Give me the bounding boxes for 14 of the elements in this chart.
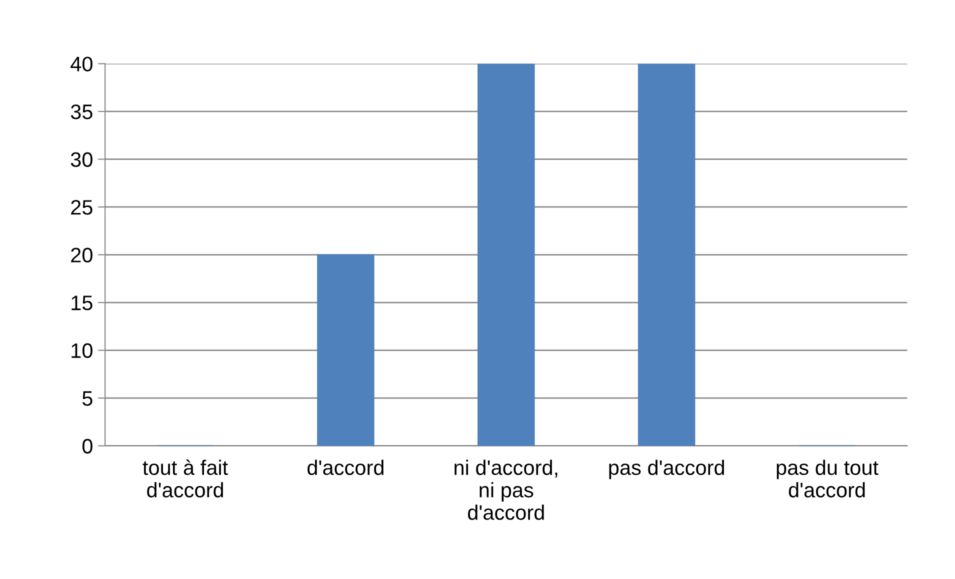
x-tick-label: d'accord [308,460,384,476]
y-tick-label: 5 [82,391,92,406]
y-tick-label: 40 [70,56,92,72]
x-tick-label: tout à fait d'accord [142,459,228,498]
x-tick-label: pas d'accord [609,460,724,480]
y-tick-label: 10 [72,343,92,358]
y-tick-label: 25 [71,200,92,215]
x-tick-label: pas du tout d'accord [776,460,878,498]
x-tick-label: ni d'accord, ni pas d'accord [454,460,558,520]
y-tick-label: 30 [70,152,92,167]
y-tick-label: 20 [71,248,92,263]
y-tick-label: 15 [72,296,92,310]
y-tick-label: 35 [70,104,92,120]
y-tick-label: 0 [82,438,92,454]
